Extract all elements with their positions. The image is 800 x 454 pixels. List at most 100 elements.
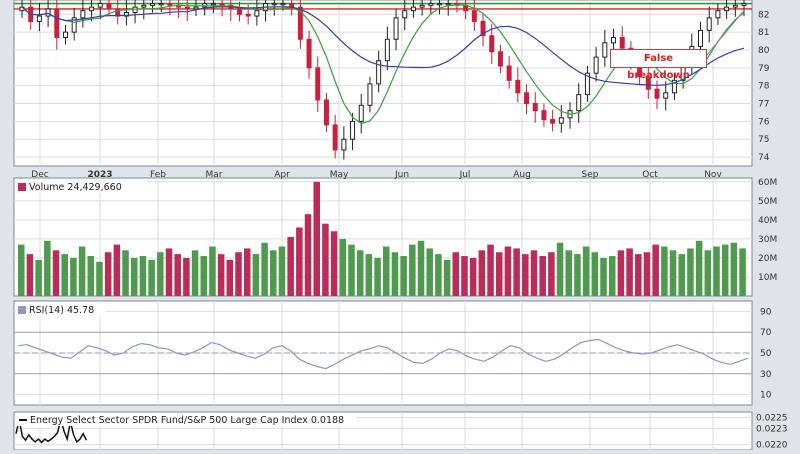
rsi-title-bg bbox=[16, 303, 106, 316]
volume-bar bbox=[556, 242, 564, 296]
volume-bar bbox=[626, 248, 633, 296]
candle-body bbox=[367, 83, 373, 106]
volume-bar bbox=[469, 257, 477, 296]
volume-legend-swatch bbox=[18, 183, 26, 191]
ratio-title-bg bbox=[16, 414, 356, 426]
volume-y-tick: 40M bbox=[758, 216, 777, 226]
candle-body bbox=[184, 6, 190, 10]
volume-bar bbox=[165, 248, 173, 296]
rsi-legend-swatch bbox=[18, 306, 26, 314]
volume-bar bbox=[582, 246, 590, 296]
volume-bar bbox=[304, 214, 312, 296]
volume-bar bbox=[687, 248, 694, 296]
volume-bar bbox=[226, 259, 234, 296]
volume-bar bbox=[18, 244, 25, 296]
volume-bar bbox=[409, 244, 416, 296]
rsi-line bbox=[17, 338, 749, 370]
volume-bar bbox=[174, 254, 181, 296]
candle-body bbox=[376, 60, 382, 85]
candle-body bbox=[576, 94, 582, 112]
candle-body bbox=[715, 10, 721, 19]
price-y-tick: 76 bbox=[758, 117, 770, 127]
volume-bar bbox=[391, 252, 399, 296]
volume-bar bbox=[52, 250, 60, 296]
candle-body bbox=[384, 38, 390, 62]
price-y-tick: 82 bbox=[758, 10, 769, 20]
volume-bar bbox=[435, 254, 442, 296]
volume-bar bbox=[504, 246, 512, 296]
volume-bar bbox=[70, 257, 77, 296]
candle-body bbox=[350, 120, 356, 140]
volume-bar bbox=[461, 256, 468, 296]
candle-body bbox=[515, 79, 521, 94]
volume-bar bbox=[739, 248, 746, 296]
candle-body bbox=[671, 79, 677, 94]
candle-body bbox=[506, 65, 512, 81]
x-tick-label: 2023 bbox=[87, 170, 112, 180]
volume-bar bbox=[44, 240, 51, 296]
candle-body bbox=[36, 15, 42, 22]
volume-bar bbox=[678, 254, 685, 296]
volume-bar bbox=[513, 248, 520, 296]
volume-bar bbox=[452, 252, 460, 296]
volume-bar bbox=[339, 238, 347, 296]
x-tick-label: Mar bbox=[206, 170, 223, 180]
candle-body bbox=[619, 36, 625, 49]
candle-body bbox=[123, 11, 129, 17]
rsi-y-tick: 30 bbox=[760, 370, 772, 380]
volume-bar bbox=[243, 248, 251, 296]
candle-body bbox=[167, 3, 173, 6]
volume-bar bbox=[200, 256, 208, 296]
candle-body bbox=[210, 3, 216, 6]
volume-bar bbox=[443, 259, 451, 296]
candle-body bbox=[106, 3, 112, 10]
ratio-y-tick: 0.0223 bbox=[756, 424, 788, 434]
volume-bar bbox=[183, 257, 190, 296]
candle-body bbox=[54, 8, 60, 38]
price-y-tick: 77 bbox=[758, 100, 769, 110]
volume-bar bbox=[600, 257, 607, 296]
candle-body bbox=[141, 4, 147, 8]
volume-bar bbox=[270, 250, 277, 296]
candle-body bbox=[428, 3, 434, 6]
volume-bar bbox=[130, 257, 138, 296]
x-tick-label: Nov bbox=[704, 170, 722, 180]
candle-body bbox=[219, 3, 225, 6]
volume-bar bbox=[191, 250, 199, 296]
x-tick-label: Dec bbox=[31, 170, 48, 180]
ratio-line bbox=[15, 416, 88, 444]
volume-bar bbox=[348, 244, 355, 296]
candle-body bbox=[489, 35, 495, 53]
volume-bar bbox=[608, 256, 616, 296]
volume-title-bg bbox=[16, 180, 146, 193]
volume-bar bbox=[104, 252, 112, 296]
volume-bar bbox=[35, 259, 42, 296]
volume-y-tick: 50M bbox=[758, 197, 777, 207]
candle-body bbox=[471, 10, 477, 22]
candle-body bbox=[698, 29, 704, 47]
candle-body bbox=[45, 8, 51, 17]
x-tick-label: Jul bbox=[459, 170, 471, 180]
candle-body bbox=[558, 117, 564, 124]
volume-bar bbox=[617, 250, 625, 296]
volume-bar bbox=[530, 250, 538, 296]
volume-bar bbox=[278, 246, 286, 296]
rsi-y-tick: 90 bbox=[760, 307, 772, 317]
candle-body bbox=[611, 36, 617, 44]
candle-body bbox=[706, 17, 712, 31]
volume-bar bbox=[417, 240, 425, 296]
candle-body bbox=[541, 110, 547, 121]
candle-body bbox=[602, 42, 608, 58]
volume-bar bbox=[574, 254, 581, 296]
candle-body bbox=[445, 3, 451, 6]
volume-bar bbox=[26, 254, 34, 296]
candle-body bbox=[410, 6, 416, 12]
x-tick-label: Jun bbox=[394, 170, 409, 180]
volume-bar bbox=[721, 244, 729, 296]
candle-body bbox=[532, 103, 538, 112]
volume-bar bbox=[113, 244, 121, 296]
rsi-y-tick: 10 bbox=[760, 391, 772, 401]
candle-body bbox=[149, 3, 155, 6]
volume-bar bbox=[209, 246, 216, 296]
candle-body bbox=[645, 76, 651, 90]
